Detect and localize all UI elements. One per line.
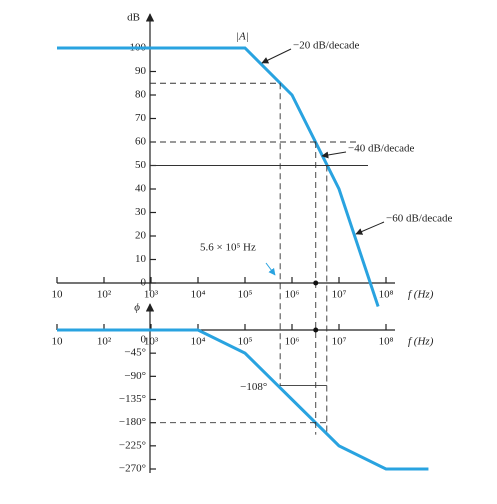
x-tick-label: 10⁷ [332, 289, 347, 301]
y-tick-label: 70 [135, 112, 147, 124]
y-tick-label: 10 [135, 253, 147, 265]
x-tick-label: 10⁸ [379, 289, 394, 301]
y-tick-label: −90° [124, 370, 146, 382]
slope-annotation: −60 dB/decade [386, 213, 452, 225]
x-tick-label: 10⁶ [285, 289, 300, 301]
slope-annotation: −40 dB/decade [348, 143, 414, 155]
y-tick-label: 0 [141, 334, 147, 346]
y-axis-label: dB [127, 12, 140, 24]
guide-dot [313, 327, 319, 333]
y-tick-label: −180° [119, 416, 146, 428]
trace-label: |A| [236, 31, 249, 43]
phase-annotation: −108° [240, 381, 267, 393]
y-tick-label: −270° [119, 463, 146, 475]
y-tick-label: 0 [141, 277, 147, 289]
slope-annotation: −20 dB/decade [293, 40, 359, 52]
annotation-arrow [321, 151, 347, 159]
y-tick-label: 50 [135, 159, 147, 171]
x-tick-label: 10⁴ [191, 336, 206, 348]
x-tick-label: 10⁷ [332, 336, 347, 348]
frequency-annotation: 5.6 × 10⁵ Hz [200, 242, 256, 254]
x-tick-label: 10⁴ [191, 289, 206, 301]
x-axis-label: f (Hz) [408, 336, 434, 348]
curve [57, 46, 380, 307]
y-tick-label: −135° [119, 393, 146, 405]
y-tick-label: 60 [135, 136, 147, 148]
annotation-arrow [265, 262, 276, 276]
y-tick-label: 90 [135, 65, 147, 77]
y-tick-label: 30 [135, 206, 147, 218]
y-tick-label: 80 [135, 89, 147, 101]
x-tick-label: 10² [97, 336, 112, 348]
annotation-arrow [261, 48, 292, 64]
y-tick-label: 40 [135, 183, 147, 195]
annotation-arrow [355, 221, 385, 235]
guide-dot [313, 280, 319, 286]
x-axis-label: f (Hz) [408, 289, 434, 301]
y-tick-label: −225° [119, 439, 146, 451]
y-tick-label: −45° [124, 347, 146, 359]
x-tick-label: 10⁵ [238, 336, 253, 348]
x-tick-label: 10⁶ [285, 336, 300, 348]
y-axis-label: ϕ [134, 302, 140, 314]
x-tick-label: 10³ [144, 336, 159, 348]
x-tick-label: 10 [52, 289, 64, 301]
x-tick-label: 10⁸ [379, 336, 394, 348]
x-tick-label: 10 [52, 336, 64, 348]
x-tick-label: 10³ [144, 289, 159, 301]
y-tick-label: 20 [135, 230, 147, 242]
x-tick-label: 10⁵ [238, 289, 253, 301]
curve [57, 328, 429, 471]
x-tick-label: 10² [97, 289, 112, 301]
